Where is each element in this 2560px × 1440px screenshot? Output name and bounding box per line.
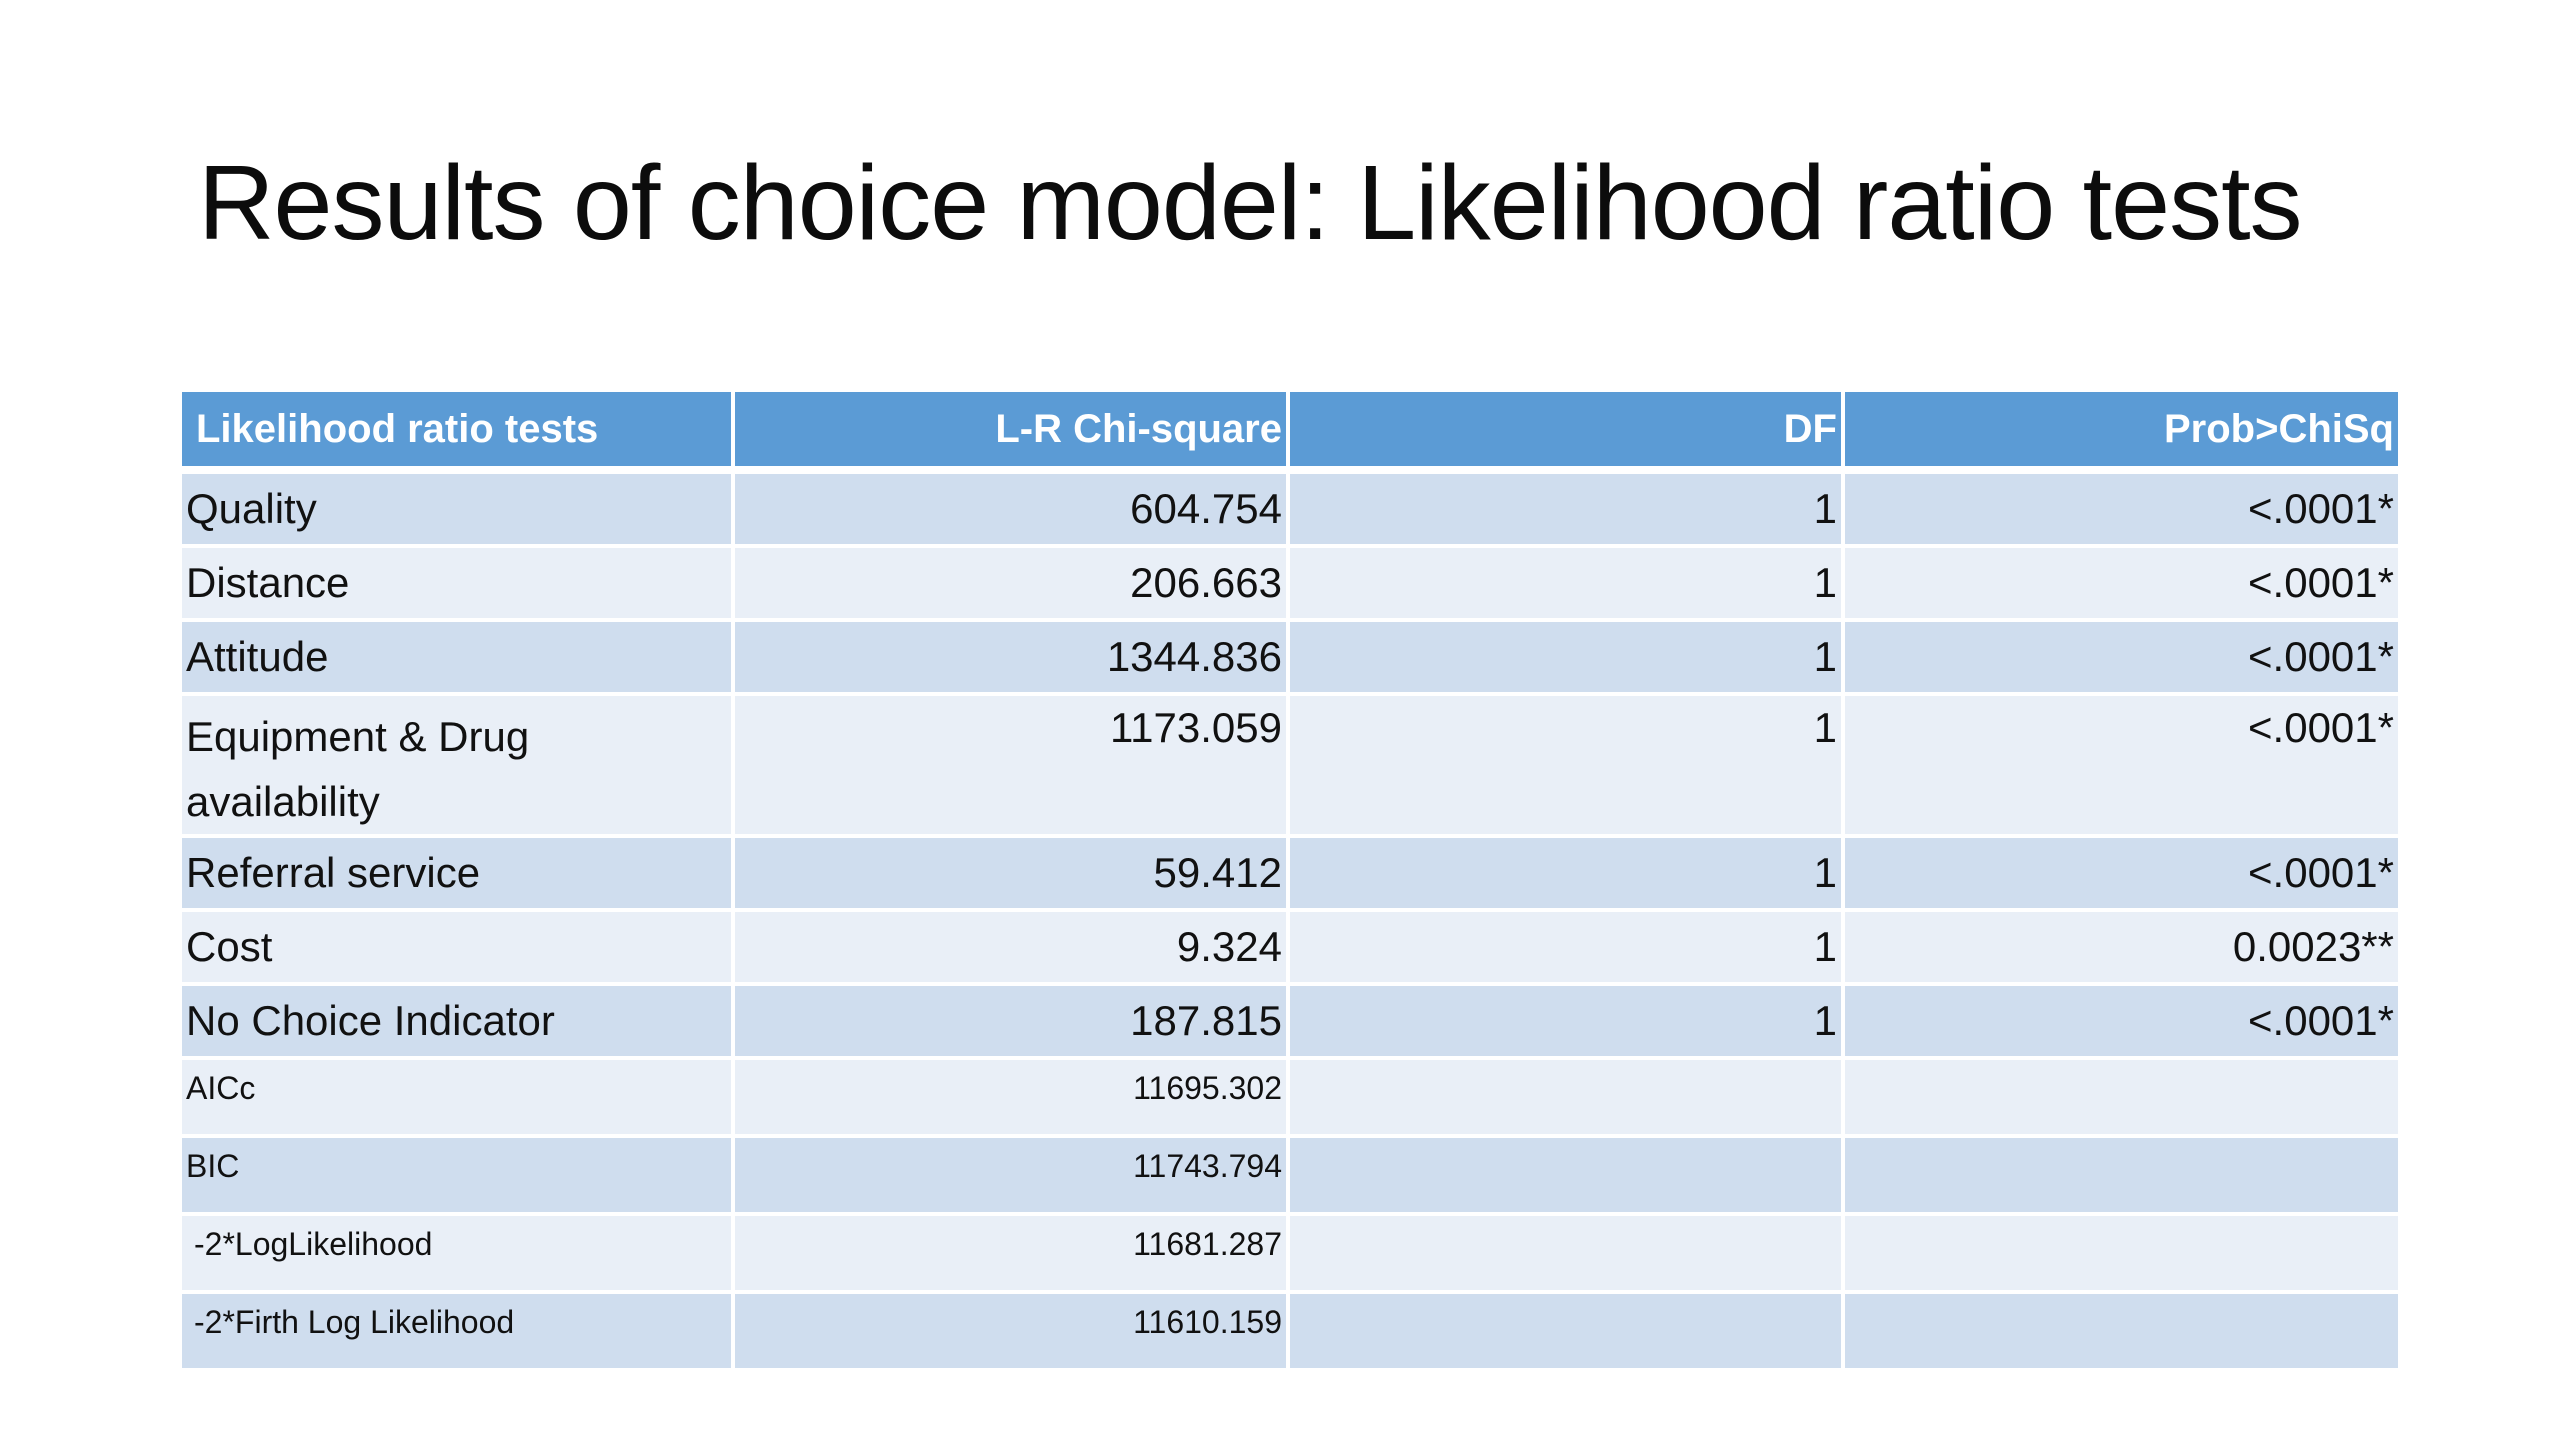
- header-chi-square: L-R Chi-square: [731, 388, 1290, 474]
- row-df: 1: [1286, 544, 1845, 622]
- fit-stat-value: 11743.794: [731, 1134, 1290, 1217]
- fit-stat-value: 11681.287: [731, 1212, 1290, 1295]
- empty-cell: [1286, 1056, 1845, 1139]
- row-prob: <.0001*: [1841, 691, 2402, 839]
- row-prob: <.0001*: [1841, 468, 2402, 548]
- empty-cell: [1286, 1290, 1845, 1373]
- fit-stat-row: AICc 11695.302: [178, 1056, 2402, 1139]
- table-row: Cost 9.324 1 0.0023**: [178, 908, 2402, 987]
- row-prob: <.0001*: [1841, 618, 2402, 696]
- empty-cell: [1286, 1212, 1845, 1295]
- row-prob: 0.0023**: [1841, 908, 2402, 987]
- row-df: 1: [1286, 468, 1845, 548]
- table-row: No Choice Indicator 187.815 1 <.0001*: [178, 982, 2402, 1061]
- row-prob: <.0001*: [1841, 834, 2402, 913]
- header-df: DF: [1286, 388, 1845, 474]
- header-prob: Prob>ChiSq: [1841, 388, 2402, 474]
- fit-stat-row: -2*LogLikelihood 11681.287: [178, 1212, 2402, 1295]
- row-chi-square: 59.412: [731, 834, 1290, 913]
- empty-cell: [1841, 1056, 2402, 1139]
- empty-cell: [1841, 1212, 2402, 1295]
- fit-stat-term: AICc: [178, 1056, 735, 1139]
- row-term: Referral service: [178, 834, 735, 913]
- row-prob: <.0001*: [1841, 544, 2402, 622]
- row-chi-square: 206.663: [731, 544, 1290, 622]
- row-chi-square: 1344.836: [731, 618, 1290, 696]
- header-term: Likelihood ratio tests: [178, 388, 735, 474]
- row-df: 1: [1286, 982, 1845, 1061]
- fit-stat-term: BIC: [178, 1134, 735, 1217]
- row-df: 1: [1286, 908, 1845, 987]
- fit-stat-value: 11695.302: [731, 1056, 1290, 1139]
- fit-stat-term: -2*Firth Log Likelihood: [178, 1290, 735, 1373]
- fit-stat-term: -2*LogLikelihood: [178, 1212, 735, 1295]
- row-chi-square: 604.754: [731, 468, 1290, 548]
- slide-title: Results of choice model: Likelihood rati…: [198, 144, 2303, 262]
- empty-cell: [1841, 1134, 2402, 1217]
- row-term: No Choice Indicator: [178, 982, 735, 1061]
- row-term: Equipment & Drug availability: [178, 691, 735, 839]
- table-row: Equipment & Drug availability 1173.059 1…: [178, 691, 2402, 839]
- row-term: Distance: [178, 544, 735, 622]
- row-chi-square: 187.815: [731, 982, 1290, 1061]
- table-header-row: Likelihood ratio tests L-R Chi-square DF…: [178, 388, 2402, 474]
- row-chi-square: 1173.059: [731, 691, 1290, 839]
- fit-stat-value: 11610.159: [731, 1290, 1290, 1373]
- row-chi-square: 9.324: [731, 908, 1290, 987]
- fit-stat-row: -2*Firth Log Likelihood 11610.159: [178, 1290, 2402, 1373]
- empty-cell: [1286, 1134, 1845, 1217]
- row-prob: <.0001*: [1841, 982, 2402, 1061]
- table-row: Distance 206.663 1 <.0001*: [178, 544, 2402, 622]
- table-row: Referral service 59.412 1 <.0001*: [178, 834, 2402, 913]
- row-df: 1: [1286, 618, 1845, 696]
- row-df: 1: [1286, 834, 1845, 913]
- row-term: Cost: [178, 908, 735, 987]
- table-row: Attitude 1344.836 1 <.0001*: [178, 618, 2402, 696]
- row-term: Attitude: [178, 618, 735, 696]
- row-df: 1: [1286, 691, 1845, 839]
- likelihood-ratio-table: Likelihood ratio tests L-R Chi-square DF…: [178, 388, 2402, 1373]
- row-term: Quality: [178, 468, 735, 548]
- table-row: Quality 604.754 1 <.0001*: [178, 468, 2402, 548]
- empty-cell: [1841, 1290, 2402, 1373]
- fit-stat-row: BIC 11743.794: [178, 1134, 2402, 1217]
